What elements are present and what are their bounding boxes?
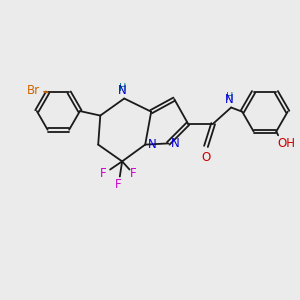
Text: N: N bbox=[225, 93, 234, 106]
Text: F: F bbox=[130, 167, 137, 181]
Text: N: N bbox=[148, 138, 157, 152]
Text: N: N bbox=[118, 84, 127, 97]
Text: H: H bbox=[226, 92, 233, 101]
Text: O: O bbox=[202, 151, 211, 164]
Text: F: F bbox=[100, 167, 107, 181]
Text: OH: OH bbox=[278, 137, 296, 150]
Text: N: N bbox=[171, 137, 180, 150]
Text: Br: Br bbox=[27, 84, 40, 98]
Text: F: F bbox=[115, 178, 122, 191]
Text: H: H bbox=[119, 83, 126, 93]
